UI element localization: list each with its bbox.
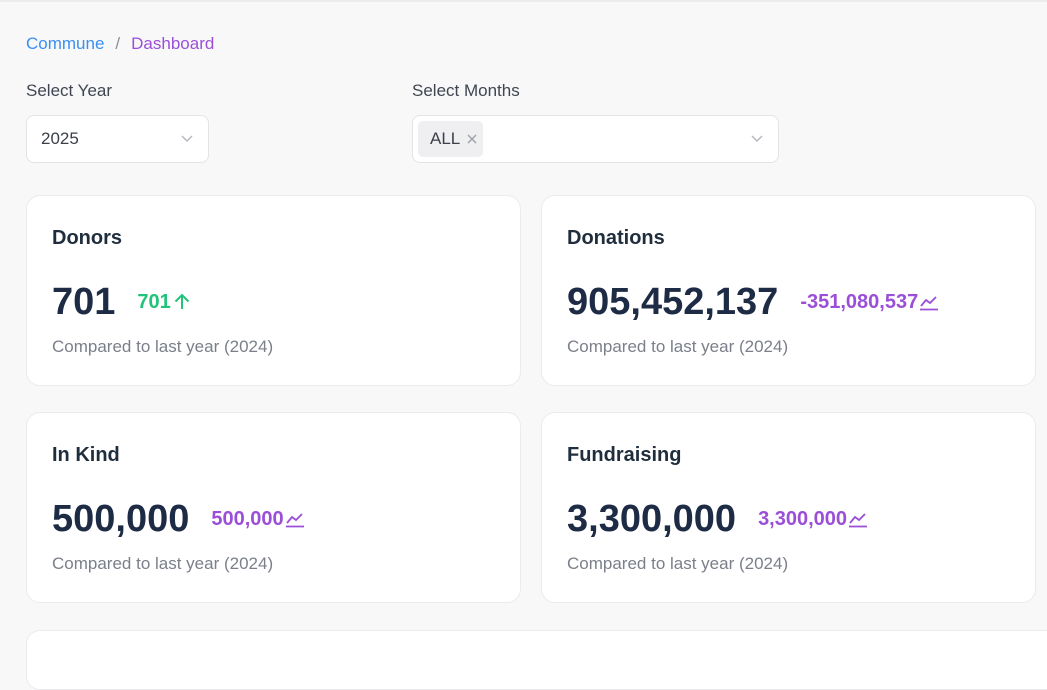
card-title: Donations <box>567 227 665 249</box>
breadcrumb-commune-link[interactable]: Commune <box>26 34 105 53</box>
card-compare-text: Compared to last year (2024) <box>567 554 789 573</box>
card-value-row: 500,000 500,000 <box>52 497 305 541</box>
year-select[interactable]: 2025 <box>26 115 209 163</box>
select-year-label: Select Year <box>26 81 113 100</box>
card-compare-text: Compared to last year (2024) <box>52 554 274 573</box>
card-change-value: 701 <box>137 290 171 313</box>
card-value: 500,000 <box>52 498 190 540</box>
card-value-row: 701 701 <box>52 280 192 324</box>
card-compare-text: Compared to last year (2024) <box>567 337 789 356</box>
year-select-value: 2025 <box>41 129 79 148</box>
top-divider <box>0 0 1047 2</box>
card-value-row: 3,300,000 3,300,000 <box>567 497 868 541</box>
chevron-down-icon <box>751 135 763 142</box>
in-kind-card: In Kind 500,000 500,000 Compared to last… <box>26 412 521 603</box>
card-value-row: 905,452,137 -351,080,537 <box>567 280 939 324</box>
arrow-up-icon <box>174 293 189 309</box>
breadcrumb-current: Dashboard <box>131 34 215 53</box>
card-change: -351,080,537 <box>800 291 939 314</box>
month-tag-all: ALL <box>418 121 484 157</box>
card-change: 701 <box>137 291 191 314</box>
card-value: 905,452,137 <box>567 281 779 323</box>
card-change-value: 3,300,000 <box>758 507 848 530</box>
card-change-value: -351,080,537 <box>800 290 919 313</box>
card-title: Donors <box>52 227 122 249</box>
fundraising-card: Fundraising 3,300,000 3,300,000 Compared… <box>541 412 1036 603</box>
card-change-value: 500,000 <box>211 507 284 530</box>
card-title: Fundraising <box>567 444 682 466</box>
donations-card: Donations 905,452,137 -351,080,537 Compa… <box>541 195 1036 386</box>
trend-chart-icon <box>849 513 868 528</box>
trend-chart-icon <box>920 296 939 311</box>
breadcrumb-separator: / <box>115 34 121 53</box>
card-value: 701 <box>52 281 116 323</box>
close-icon[interactable] <box>467 134 477 144</box>
months-select[interactable]: ALL <box>412 115 779 163</box>
trend-chart-icon <box>285 513 304 528</box>
month-tag-label: ALL <box>430 129 461 148</box>
card-change: 3,300,000 <box>758 508 868 531</box>
breadcrumb: Commune / Dashboard <box>26 34 214 54</box>
chevron-down-icon <box>181 135 193 142</box>
donors-card: Donors 701 701 Compared to last year (20… <box>26 195 521 386</box>
card-change: 500,000 <box>211 508 304 531</box>
card-title: In Kind <box>52 444 120 466</box>
card-compare-text: Compared to last year (2024) <box>52 337 274 356</box>
bottom-panel <box>26 630 1047 690</box>
select-months-label: Select Months <box>412 81 520 100</box>
card-value: 3,300,000 <box>567 498 737 540</box>
